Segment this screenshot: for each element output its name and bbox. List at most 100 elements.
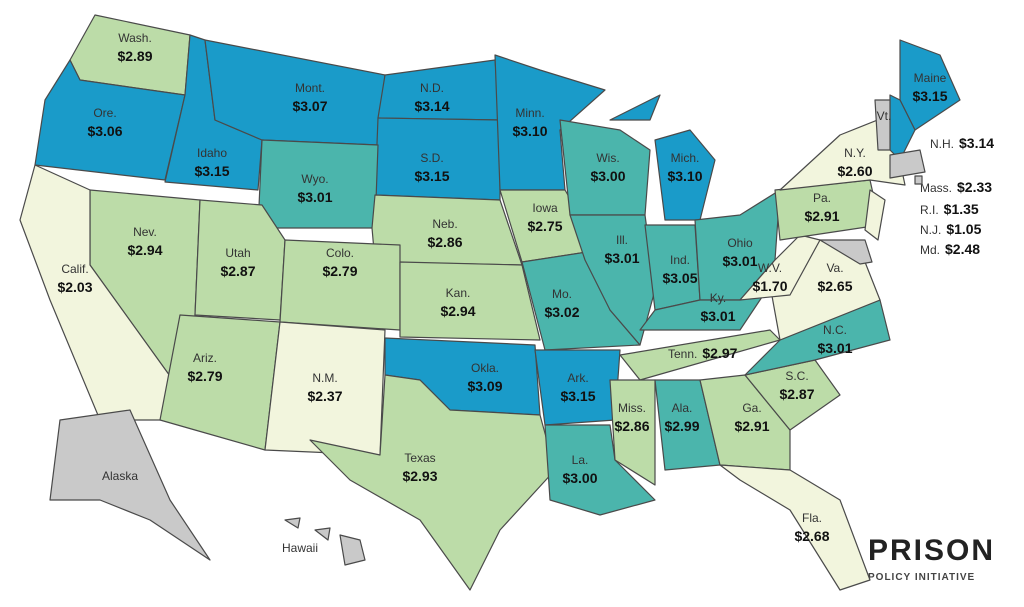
state-shape [864,189,886,241]
state-price: $2.03 [57,279,92,295]
state-shape [719,464,871,591]
state-shape [609,379,656,486]
state-shape [399,261,541,341]
state-price: $3.15 [912,88,947,104]
state-price: $3.01 [297,189,332,205]
state-name: N.D. [420,81,444,95]
state-name: Wis. [596,151,619,165]
state-name: Ariz. [193,351,217,365]
state-shape [559,119,651,216]
state-name: Mich. [671,151,700,165]
state-price: $2.75 [527,218,562,234]
state-name: Ill. [616,233,628,247]
state-price: $2.33 [957,179,992,195]
state-name: La. [572,453,589,467]
state-price: $2.60 [837,163,872,179]
state-name: Mass. [920,181,952,195]
state-price: $2.94 [127,242,162,258]
state-price: $3.10 [512,123,547,139]
state-price: $2.99 [664,418,699,434]
state-name: Md. [920,243,940,257]
state-label: Mass. $2.33 [920,179,992,195]
logo-title: PRISON [868,534,995,567]
state-price: $3.10 [667,168,702,184]
state-shape [309,374,556,591]
state-name: Miss. [618,401,646,415]
state-name: Utah [225,246,250,260]
state-name: Mo. [552,287,572,301]
state-name: Ky. [710,291,726,305]
state-shape [914,175,923,185]
state-shape [739,234,821,301]
state-label: Md. $2.48 [920,241,980,257]
state-price: $3.01 [722,253,757,269]
state-name: Calif. [61,262,88,276]
state-price: $2.68 [794,528,829,544]
state-name: S.C. [785,369,808,383]
state-name: N.H. [930,137,954,151]
state-name: Iowa [532,201,558,215]
state-name: Neb. [432,217,457,231]
state-price: $2.79 [322,263,357,279]
state-name: Wash. [118,31,152,45]
state-price: $2.86 [614,418,649,434]
state-name: Pa. [813,191,831,205]
state-shape [609,94,661,121]
state-shape [889,149,926,179]
state-label: R.I. $1.35 [920,201,979,217]
state-shape [654,129,716,221]
state-name: Nev. [133,225,157,239]
state-name: Ore. [93,106,116,120]
state-price: $3.15 [560,388,595,404]
state-price: $2.93 [402,468,437,484]
state-shape [899,39,961,131]
state-shape [699,374,791,471]
state-price: $3.05 [662,270,697,286]
state-price: $3.00 [590,168,625,184]
state-price: $1.70 [752,278,787,294]
state-name: Alaska [102,469,138,483]
state-shape [544,424,656,516]
state-name: Ark. [567,371,588,385]
state-price: $3.02 [544,304,579,320]
state-price: $3.15 [194,163,229,179]
state-name: W.V. [758,261,782,275]
state-name: Ind. [670,253,690,267]
state-shape [644,224,701,311]
state-name: Kan. [446,286,471,300]
state-name: Fla. [802,511,822,525]
state-shape [314,527,331,541]
state-price: $3.06 [87,123,122,139]
state-shape [339,534,366,566]
state-price: $3.01 [604,250,639,266]
state-price: $2.91 [734,418,769,434]
state-name: Okla. [471,361,499,375]
logo-subtitle: POLICY INITIATIVE [868,572,975,583]
state-name: R.I. [920,203,939,217]
state-name: N.M. [312,371,337,385]
state-shape [284,517,301,529]
state-price: $2.87 [220,263,255,279]
state-label: Tenn. $2.97 [668,345,738,361]
state-price: $2.65 [817,278,852,294]
state-price: $2.97 [702,345,737,361]
state-price: $3.09 [467,378,502,394]
state-name: Ala. [672,401,693,415]
state-price: $1.05 [946,221,981,237]
state-shape [49,409,211,561]
state-price: $2.94 [440,303,475,319]
state-name: Vt. [877,109,892,123]
state-shape [159,314,281,451]
state-shape [569,214,656,346]
state-price: $2.87 [779,386,814,402]
state-name: Texas [404,451,435,465]
state-name: S.D. [420,151,443,165]
state-price: $2.86 [427,234,462,250]
state-price: $2.37 [307,388,342,404]
state-price: $3.14 [959,135,994,151]
state-name: Va. [826,261,843,275]
state-name: N.Y. [844,146,866,160]
state-price: $3.07 [292,98,327,114]
